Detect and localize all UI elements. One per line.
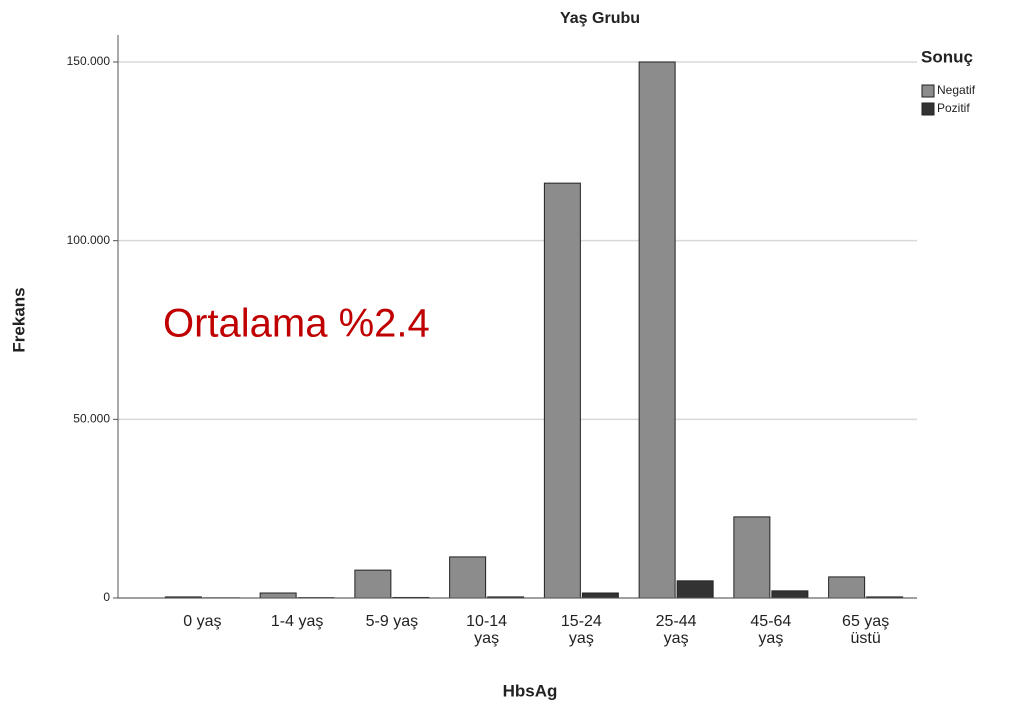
bar xyxy=(259,592,297,599)
x-tick-label: 5-9 yaş xyxy=(365,613,419,630)
bar xyxy=(449,556,487,599)
y-axis-label: Frekans xyxy=(9,287,28,352)
legend-label: Negatif xyxy=(937,83,976,97)
bar xyxy=(771,590,809,599)
x-tick-label: 25-44 yaş xyxy=(655,613,697,647)
x-tick-label: 15-24 yaş xyxy=(560,613,602,647)
x-tick-label: 0 yaş xyxy=(183,613,222,630)
legend-title: Sonuç xyxy=(921,47,973,66)
bar xyxy=(543,182,581,599)
annotation: Ortalama %2.4 xyxy=(163,302,430,346)
y-tick-label: 150.000 xyxy=(67,54,111,68)
bar xyxy=(828,576,866,599)
y-tick-label: 0 xyxy=(103,590,110,604)
chart-title: Yaş Grubu xyxy=(560,10,640,27)
x-tick-label: 65 yaş üstü xyxy=(842,613,890,647)
bar xyxy=(638,61,676,599)
y-tick-label: 50.000 xyxy=(73,412,110,426)
x-tick-label: 1-4 yaş xyxy=(270,613,324,630)
x-tick-label: 10-14 yaş xyxy=(466,613,508,647)
legend-swatch xyxy=(921,102,935,116)
bar xyxy=(733,516,771,599)
x-axis-label: HbsAg xyxy=(503,681,558,700)
legend-swatch xyxy=(921,84,935,98)
bar xyxy=(581,592,619,599)
legend-label: Pozitif xyxy=(937,101,970,115)
bar xyxy=(676,580,714,599)
bar xyxy=(354,569,392,599)
x-tick-label: 45-64 yaş xyxy=(750,613,792,647)
y-tick-label: 100.000 xyxy=(67,233,111,247)
